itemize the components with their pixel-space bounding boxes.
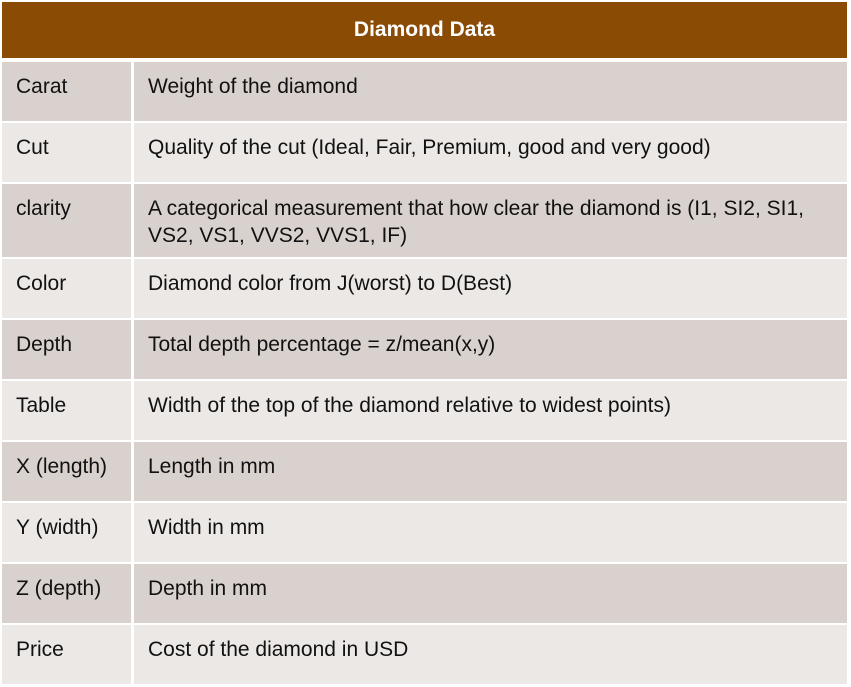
table-row: Depth Total depth percentage = z/mean(x,… [2, 320, 847, 381]
description-cell: Depth in mm [148, 577, 268, 600]
attribute-cell: Price [2, 625, 134, 684]
attribute-cell: Carat [2, 62, 134, 121]
attribute-cell: Color [2, 259, 134, 318]
description-cell: Cost of the diamond in USD [148, 638, 409, 661]
description-cell: A categorical measurement that how clear… [148, 197, 805, 247]
table-row: clarity A categorical measurement that h… [2, 184, 847, 259]
table-row: Z (depth) Depth in mm [2, 564, 847, 625]
table-row: Table Width of the top of the diamond re… [2, 381, 847, 442]
attribute-cell: Table [2, 381, 134, 440]
table-title: Diamond Data [2, 2, 847, 62]
description-cell: Width in mm [148, 516, 265, 539]
description-cell: Diamond color from J(worst) to D(Best) [148, 272, 513, 295]
attribute-cell: Y (width) [2, 503, 134, 562]
table-row: Color Diamond color from J(worst) to D(B… [2, 259, 847, 320]
description-cell: Weight of the diamond [148, 75, 358, 98]
table-row: X (length) Length in mm [2, 442, 847, 503]
description-cell: Quality of the cut (Ideal, Fair, Premium… [148, 136, 711, 159]
attribute-cell: clarity [2, 184, 134, 257]
description-cell: Length in mm [148, 455, 276, 478]
attribute-cell: Cut [2, 123, 134, 182]
table-row: Carat Weight of the diamond [2, 62, 847, 123]
description-cell: Width of the top of the diamond relative… [148, 394, 671, 417]
table-row: Y (width) Width in mm [2, 503, 847, 564]
attribute-cell: Z (depth) [2, 564, 134, 623]
table-row: Cut Quality of the cut (Ideal, Fair, Pre… [2, 123, 847, 184]
description-cell: Total depth percentage = z/mean(x,y) [148, 333, 496, 356]
table-row: Price Cost of the diamond in USD [2, 625, 847, 686]
attribute-cell: Depth [2, 320, 134, 379]
attribute-cell: X (length) [2, 442, 134, 501]
